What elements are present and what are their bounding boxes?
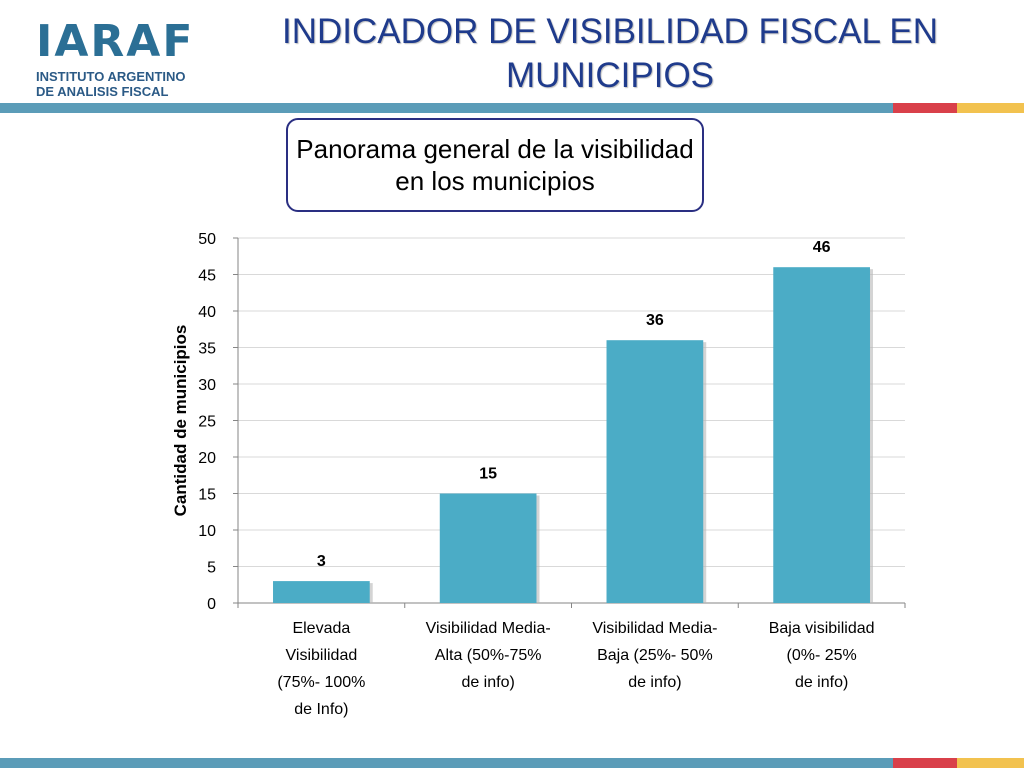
bar-chart: 0 5 10 15 20 25 30 35 40 45 50 Cantidad de municipi… (171, 231, 906, 718)
x-category-label-line: de Info) (294, 701, 348, 718)
bar-data-label: 3 (317, 553, 326, 570)
x-category-label-line: Elevada (292, 620, 350, 637)
y-tick-label: 45 (198, 268, 216, 285)
y-axis-label: Cantidad de municipios (171, 325, 190, 517)
x-category-label-line: Visibilidad Media- (592, 620, 717, 637)
y-tick-label: 40 (198, 304, 216, 321)
bar (773, 267, 870, 603)
x-category-label: Baja visibilidad (0%- 25% de info) (769, 620, 875, 691)
subtitle-box: Panorama general de la visibilidad en lo… (286, 118, 704, 212)
y-tick-label: 5 (207, 560, 216, 577)
y-tick-label: 30 (198, 377, 216, 394)
bar-data-label: 15 (479, 466, 497, 483)
bar (606, 340, 704, 603)
y-tick-label: 25 (198, 414, 216, 431)
bar (273, 581, 370, 603)
x-category-label-line: Alta (50%-75% (435, 647, 542, 664)
bar-data-label: 46 (813, 239, 831, 256)
x-category-label-line: de info) (461, 674, 514, 691)
y-tick-label: 50 (198, 231, 216, 248)
page-title: INDICADOR DE VISIBILIDAD FISCAL EN MUNIC… (281, 12, 939, 95)
x-category-label: Visibilidad Media- Alta (50%-75% de info) (426, 620, 551, 691)
y-tick-label: 20 (198, 450, 216, 467)
x-category-label-line: Visibilidad (286, 647, 358, 664)
bar-data-label: 36 (646, 312, 664, 329)
logo-mark: IARAF (36, 16, 195, 67)
x-category-label-line: de info) (628, 674, 681, 691)
x-category-label-line: (75%- 100% (277, 674, 365, 691)
chart-subtitle: Panorama general de la visibilidad en lo… (296, 134, 694, 196)
iaraf-logo: IARAF INSTITUTO ARGENTINO DE ANALISIS FI… (30, 16, 210, 99)
band-segment-yellow (957, 758, 1024, 768)
band-segment-blue (0, 758, 893, 768)
y-tick-label: 10 (198, 523, 216, 540)
y-tick-label: 15 (198, 487, 216, 504)
band-segment-red (893, 758, 957, 768)
bar (439, 493, 537, 603)
x-category-label: Visibilidad Media- Baja (25%- 50% de info) (592, 620, 717, 691)
x-category-label-line: Visibilidad Media- (426, 620, 551, 637)
logo-text-line-1: INSTITUTO ARGENTINO (36, 69, 186, 84)
x-category-label-line: Baja (25%- 50% (597, 647, 713, 664)
x-category-label-line: de info) (795, 674, 848, 691)
y-tick-label: 0 (207, 596, 216, 613)
band-segment-red (893, 103, 957, 113)
band-segment-blue (0, 103, 893, 113)
footer-color-band (0, 758, 1024, 768)
header-color-band (0, 103, 1024, 113)
logo-text-line-2: DE ANALISIS FISCAL (36, 84, 169, 99)
y-tick-label: 35 (198, 341, 216, 358)
x-category-label-line: Baja visibilidad (769, 620, 875, 637)
band-segment-yellow (957, 103, 1024, 113)
x-category-label: Elevada Visibilidad (75%- 100% de Info) (277, 620, 365, 718)
x-category-label-line: (0%- 25% (787, 647, 857, 664)
